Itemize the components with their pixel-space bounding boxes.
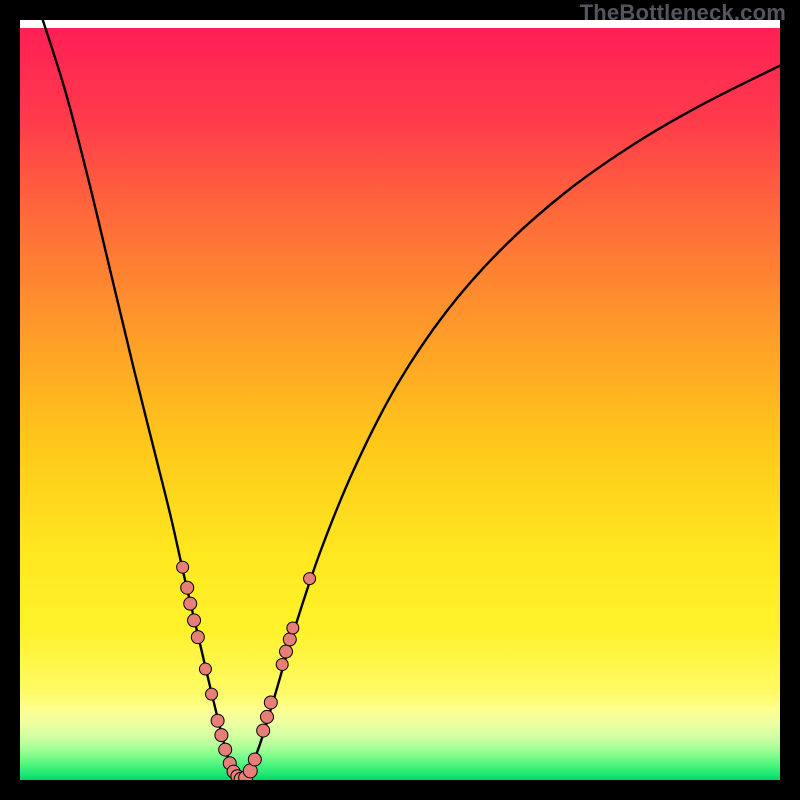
chart-container: TheBottleneck.com <box>0 0 800 800</box>
watermark-text: TheBottleneck.com <box>580 0 786 26</box>
gradient-background <box>20 28 780 780</box>
